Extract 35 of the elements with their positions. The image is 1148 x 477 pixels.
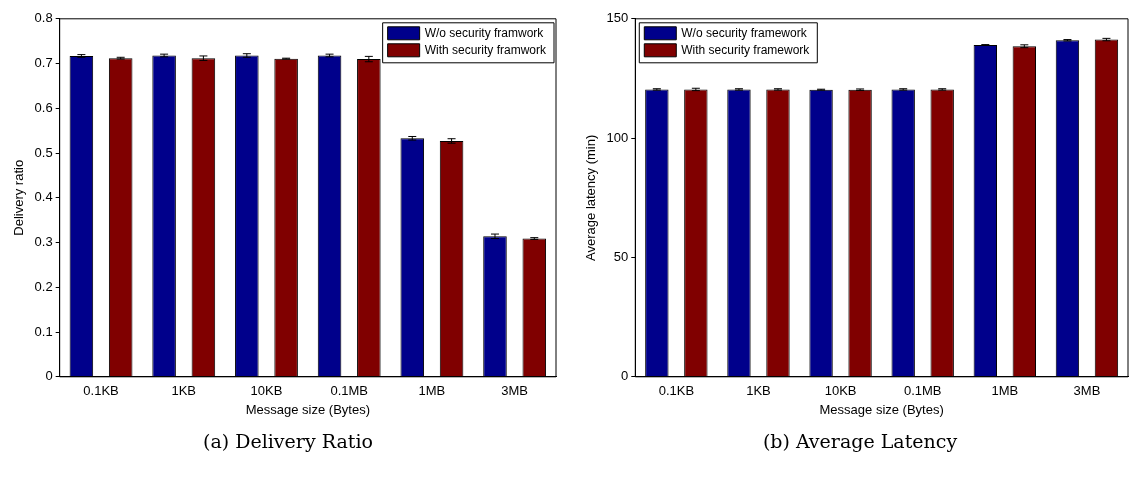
- x-tick-label: 1KB: [746, 383, 771, 399]
- x-tick-label: 3MB: [1073, 383, 1101, 399]
- y-tick-label: 0: [45, 368, 53, 384]
- y-tick-label: 0.2: [34, 278, 53, 294]
- y-tick-label: 50: [613, 249, 629, 265]
- x-tick-label: 1MB: [991, 383, 1019, 399]
- text: (a) Delivery Ratio: [203, 430, 373, 452]
- x-axis-title: Message size (Bytes): [245, 401, 370, 417]
- legend-label: With security framework: [681, 43, 811, 58]
- x-tick-label: 0.1MB: [903, 383, 942, 399]
- x-tick-label: 0.1KB: [658, 383, 695, 399]
- x-tick-label: 1KB: [171, 383, 197, 399]
- y-tick-label: 0.6: [34, 99, 53, 115]
- x-tick-label: 3MB: [501, 383, 529, 399]
- x-tick-label: 10KB: [250, 383, 283, 399]
- y-tick-label: 0.4: [34, 189, 53, 205]
- y-tick-label: 100: [606, 129, 629, 145]
- x-tick-label: 0.1KB: [83, 383, 119, 399]
- y-axis-title: Delivery ratio: [11, 159, 27, 236]
- y-tick-label: 150: [606, 10, 629, 26]
- y-tick-label: 0.5: [34, 144, 53, 160]
- legend-label: With security framwork: [424, 43, 547, 58]
- text: (b) Average Latency: [762, 430, 958, 452]
- legend-label: W/o security framework: [681, 26, 808, 41]
- y-tick-label: 0.7: [34, 55, 53, 71]
- y-tick-label: 0.1: [34, 323, 53, 339]
- x-tick-label: 0.1MB: [330, 383, 368, 399]
- x-tick-label: 1MB: [418, 383, 446, 399]
- y-tick-label: 0.8: [34, 10, 53, 26]
- x-tick-label: 10KB: [824, 383, 857, 399]
- y-tick-label: 0: [621, 368, 629, 384]
- x-axis-title: Message size (Bytes): [819, 401, 944, 417]
- y-tick-label: 0.3: [34, 234, 53, 250]
- legend-label: W/o security framwork: [424, 26, 545, 41]
- y-axis-title: Average latency (min): [583, 134, 599, 261]
